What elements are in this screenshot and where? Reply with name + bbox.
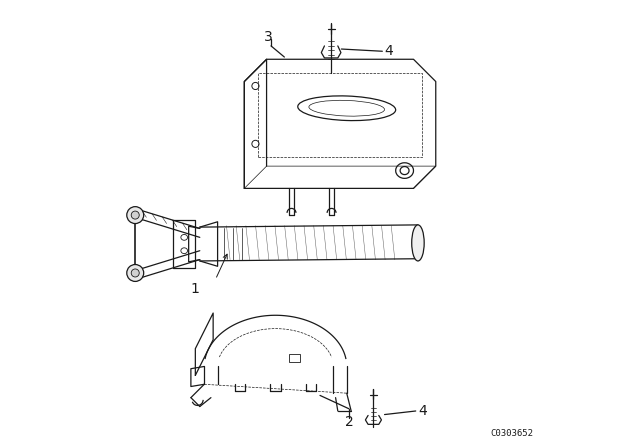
Text: 4: 4 — [385, 44, 394, 58]
Text: 3: 3 — [264, 30, 273, 44]
Text: 2: 2 — [344, 415, 353, 429]
Ellipse shape — [127, 264, 144, 281]
Ellipse shape — [131, 269, 140, 277]
Ellipse shape — [131, 211, 140, 219]
Text: 1: 1 — [191, 281, 200, 296]
Text: C0303652: C0303652 — [491, 429, 534, 438]
Bar — [289, 354, 300, 362]
Ellipse shape — [412, 225, 424, 261]
Ellipse shape — [127, 207, 144, 224]
Text: 4: 4 — [418, 404, 427, 418]
